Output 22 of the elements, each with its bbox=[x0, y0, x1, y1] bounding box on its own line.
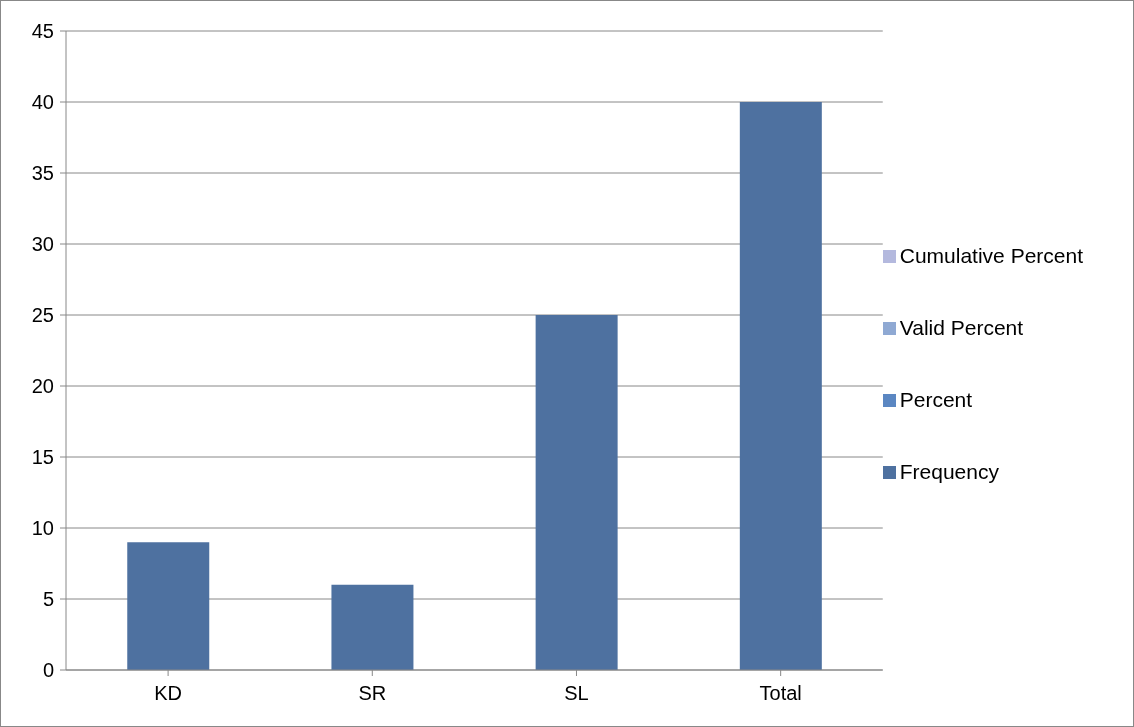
x-tick-label: SR bbox=[358, 682, 387, 705]
y-tick-label: 15 bbox=[31, 446, 54, 469]
y-tick-label: 20 bbox=[31, 375, 54, 398]
legend-label: Frequency bbox=[899, 459, 999, 483]
y-tick-label: 30 bbox=[31, 233, 54, 256]
y-tick-label: 0 bbox=[42, 659, 54, 682]
y-tick-label: 35 bbox=[31, 162, 54, 185]
x-tick-label: Total bbox=[759, 682, 802, 705]
bar bbox=[127, 542, 210, 670]
y-tick-label: 10 bbox=[31, 517, 54, 540]
bar bbox=[739, 102, 822, 670]
x-tick-label: KD bbox=[154, 682, 182, 705]
y-tick-label: 40 bbox=[31, 91, 54, 114]
y-tick-label: 45 bbox=[31, 20, 54, 43]
y-tick-label: 25 bbox=[31, 304, 54, 327]
y-tick-label: 5 bbox=[42, 588, 54, 611]
legend-label: Valid Percent bbox=[899, 315, 1024, 339]
bar bbox=[535, 315, 618, 670]
bar bbox=[331, 584, 414, 670]
legend-label: Percent bbox=[899, 387, 973, 411]
legend-label: Cumulative Percent bbox=[899, 243, 1083, 267]
x-tick-label: SL bbox=[564, 682, 589, 705]
